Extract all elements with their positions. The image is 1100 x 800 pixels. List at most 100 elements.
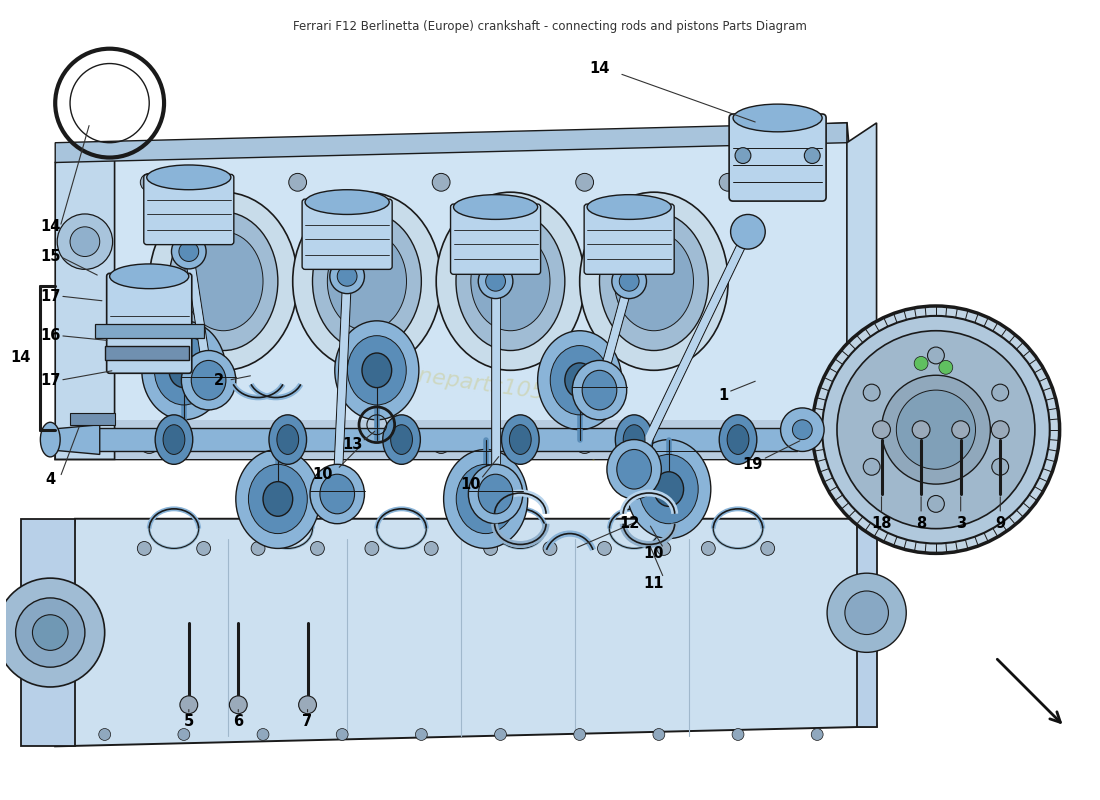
Circle shape	[812, 729, 823, 741]
Circle shape	[827, 573, 906, 652]
Ellipse shape	[619, 271, 639, 291]
Circle shape	[772, 434, 783, 446]
Text: 4: 4	[45, 472, 55, 486]
Ellipse shape	[653, 472, 683, 506]
Circle shape	[792, 420, 812, 439]
Circle shape	[653, 729, 664, 741]
Ellipse shape	[305, 190, 389, 214]
Ellipse shape	[338, 266, 358, 286]
Text: genuineparts105: genuineparts105	[355, 357, 547, 403]
Ellipse shape	[348, 336, 406, 405]
Text: 9: 9	[996, 516, 1005, 531]
Circle shape	[992, 458, 1009, 475]
FancyBboxPatch shape	[584, 204, 674, 274]
Circle shape	[927, 495, 944, 512]
Circle shape	[812, 306, 1059, 554]
Circle shape	[484, 542, 497, 555]
Text: genuineparts: genuineparts	[515, 431, 645, 468]
Ellipse shape	[582, 370, 617, 410]
Ellipse shape	[727, 425, 749, 454]
Circle shape	[719, 436, 737, 454]
Text: 14: 14	[590, 61, 609, 76]
Ellipse shape	[730, 214, 766, 249]
Ellipse shape	[330, 259, 364, 294]
Text: 14: 14	[10, 350, 31, 366]
Circle shape	[575, 174, 594, 191]
Text: 17: 17	[40, 289, 60, 303]
Circle shape	[597, 542, 612, 555]
Text: 18: 18	[871, 516, 892, 531]
Polygon shape	[55, 153, 114, 459]
Ellipse shape	[383, 415, 420, 464]
Circle shape	[99, 729, 111, 741]
Bar	[70, 413, 114, 425]
Ellipse shape	[471, 482, 501, 516]
Text: 2: 2	[213, 373, 223, 388]
Ellipse shape	[624, 425, 645, 454]
Ellipse shape	[172, 234, 206, 269]
Circle shape	[575, 436, 594, 454]
Ellipse shape	[312, 212, 421, 350]
Circle shape	[719, 174, 737, 191]
Ellipse shape	[334, 321, 419, 420]
Circle shape	[257, 729, 270, 741]
Circle shape	[702, 542, 715, 555]
Text: 10: 10	[312, 466, 332, 482]
Ellipse shape	[580, 192, 728, 370]
Circle shape	[574, 729, 585, 741]
Text: 19: 19	[742, 457, 763, 472]
Text: 8: 8	[916, 516, 926, 531]
Ellipse shape	[469, 464, 522, 524]
Ellipse shape	[456, 212, 564, 350]
Circle shape	[733, 729, 744, 741]
Ellipse shape	[719, 415, 757, 464]
Circle shape	[180, 696, 198, 714]
Ellipse shape	[509, 425, 531, 454]
Circle shape	[495, 729, 506, 741]
Circle shape	[251, 542, 265, 555]
Ellipse shape	[310, 464, 364, 524]
Polygon shape	[847, 123, 877, 459]
Circle shape	[912, 421, 930, 438]
Polygon shape	[55, 123, 847, 162]
Text: 6: 6	[233, 714, 243, 729]
Ellipse shape	[639, 454, 698, 524]
Circle shape	[845, 591, 889, 634]
Circle shape	[138, 542, 151, 555]
Text: 11: 11	[644, 575, 664, 590]
Circle shape	[416, 729, 427, 741]
Ellipse shape	[270, 415, 307, 464]
Text: 16: 16	[40, 328, 60, 343]
Circle shape	[864, 384, 880, 401]
Ellipse shape	[184, 232, 263, 330]
FancyBboxPatch shape	[107, 274, 191, 374]
Ellipse shape	[293, 192, 441, 370]
Circle shape	[57, 214, 112, 270]
Ellipse shape	[486, 271, 506, 291]
Circle shape	[289, 436, 307, 454]
Circle shape	[543, 542, 557, 555]
Circle shape	[15, 598, 85, 667]
Circle shape	[911, 405, 960, 454]
Ellipse shape	[733, 104, 822, 132]
Ellipse shape	[142, 321, 226, 420]
Polygon shape	[55, 123, 877, 459]
Ellipse shape	[617, 450, 651, 489]
Circle shape	[992, 384, 1009, 401]
Text: ©: ©	[302, 312, 342, 350]
Circle shape	[365, 542, 378, 555]
Polygon shape	[55, 420, 877, 459]
Ellipse shape	[572, 361, 627, 420]
Text: 7: 7	[302, 714, 312, 729]
Text: 10: 10	[461, 477, 481, 492]
Polygon shape	[857, 518, 877, 726]
Text: 5: 5	[184, 714, 194, 729]
Circle shape	[896, 390, 976, 470]
Circle shape	[914, 357, 928, 370]
Circle shape	[230, 696, 248, 714]
Circle shape	[277, 434, 289, 446]
Circle shape	[425, 542, 438, 555]
Ellipse shape	[169, 353, 199, 388]
Ellipse shape	[41, 422, 60, 457]
Circle shape	[535, 434, 546, 446]
